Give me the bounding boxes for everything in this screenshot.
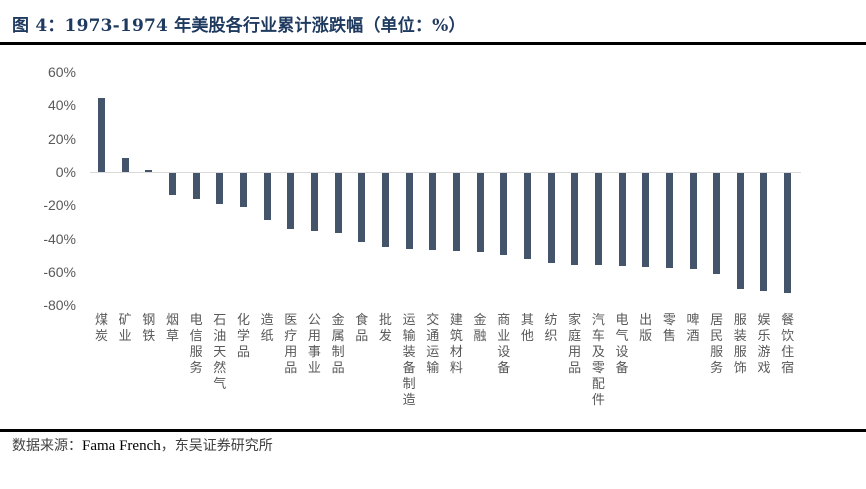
bar <box>405 173 413 249</box>
source-label: 数据来源： <box>12 438 82 454</box>
x-tick-label: 造纸 <box>260 313 274 344</box>
y-tick-label: 40% <box>47 97 76 114</box>
y-tick-label: -20% <box>43 197 76 214</box>
bar <box>145 170 153 172</box>
bar <box>310 173 318 231</box>
bar <box>334 173 342 233</box>
bar <box>98 97 105 172</box>
zero-axis-line <box>90 172 801 173</box>
x-tick-label: 居民服务 <box>710 313 724 376</box>
x-tick-label: 医疗用品 <box>284 313 298 376</box>
bar <box>239 173 247 207</box>
x-tick-label: 出版 <box>639 313 653 344</box>
source-institution: ，东吴证券研究所 <box>160 438 273 454</box>
x-tick-label: 烟草 <box>165 313 179 344</box>
y-tick-label: 0% <box>55 164 76 180</box>
bar <box>689 173 697 269</box>
x-tick-label: 批发 <box>378 313 392 344</box>
bar <box>168 173 176 195</box>
y-tick-label: 20% <box>47 130 76 147</box>
x-tick-label: 交通运输 <box>426 313 440 376</box>
bottom-rule <box>0 429 866 432</box>
bar <box>784 173 792 293</box>
x-tick-label: 商业设备 <box>497 313 511 376</box>
bar <box>263 173 271 220</box>
source-dataset: Fama French <box>82 438 161 454</box>
x-tick-label: 石油天然气 <box>213 313 227 392</box>
x-tick-label: 煤炭 <box>94 313 108 344</box>
x-tick-label: 金属制品 <box>331 313 345 376</box>
bar <box>476 173 484 252</box>
x-tick-label: 建筑材料 <box>449 313 463 376</box>
bar <box>216 173 224 204</box>
x-tick-label: 电气设备 <box>615 313 629 376</box>
bar <box>665 173 673 268</box>
x-tick-label: 纺织 <box>544 313 558 344</box>
bar <box>121 158 129 172</box>
x-tick-label: 钢铁 <box>142 313 156 344</box>
bar <box>547 173 555 263</box>
x-tick-label: 矿业 <box>118 313 132 344</box>
bar <box>642 173 650 267</box>
bar <box>192 173 200 199</box>
bar <box>713 173 721 274</box>
bar <box>618 173 626 266</box>
y-tick-label: 60% <box>47 64 76 80</box>
x-tick-label: 电信服务 <box>189 313 203 376</box>
bar <box>760 173 768 292</box>
x-tick-label: 娱乐游戏 <box>757 313 771 376</box>
source-note: 数据来源：Fama French，东吴证券研究所 <box>12 436 273 456</box>
x-tick-label: 家庭用品 <box>568 313 582 376</box>
y-tick-label: -60% <box>43 264 76 280</box>
x-tick-label: 其他 <box>520 313 534 344</box>
y-tick-label: -40% <box>43 230 76 247</box>
x-tick-label: 公用事业 <box>307 313 321 376</box>
x-tick-label: 食品 <box>355 313 369 344</box>
top-rule <box>0 42 866 45</box>
bar <box>500 173 508 255</box>
bar <box>429 173 437 250</box>
x-tick-label: 金融 <box>473 313 487 344</box>
bar <box>523 173 531 259</box>
bar <box>736 173 744 289</box>
x-tick-label: 服装服饰 <box>733 313 747 376</box>
bar <box>381 173 389 247</box>
x-tick-label: 化学品 <box>236 313 250 360</box>
x-tick-label: 汽车及零配件 <box>591 313 605 408</box>
bar <box>594 173 602 266</box>
x-tick-label: 零售 <box>662 313 676 344</box>
y-tick-label: -80% <box>43 297 76 314</box>
bar <box>571 173 579 265</box>
figure-title: 图 4：1973-1974 年美股各行业累计涨跌幅（单位：%） <box>12 16 466 36</box>
x-tick-label: 啤酒 <box>686 313 700 344</box>
bar <box>452 173 460 251</box>
bar-chart: 60% 40% 20% 0% -20% -40% -60% -80% 煤炭 矿业 钢铁 烟草 电信服务… <box>0 44 866 428</box>
x-tick-label: 餐饮住宿 <box>781 313 795 376</box>
x-tick-label: 运输装备制造 <box>402 313 416 408</box>
bar <box>287 173 295 229</box>
bar <box>358 173 366 242</box>
